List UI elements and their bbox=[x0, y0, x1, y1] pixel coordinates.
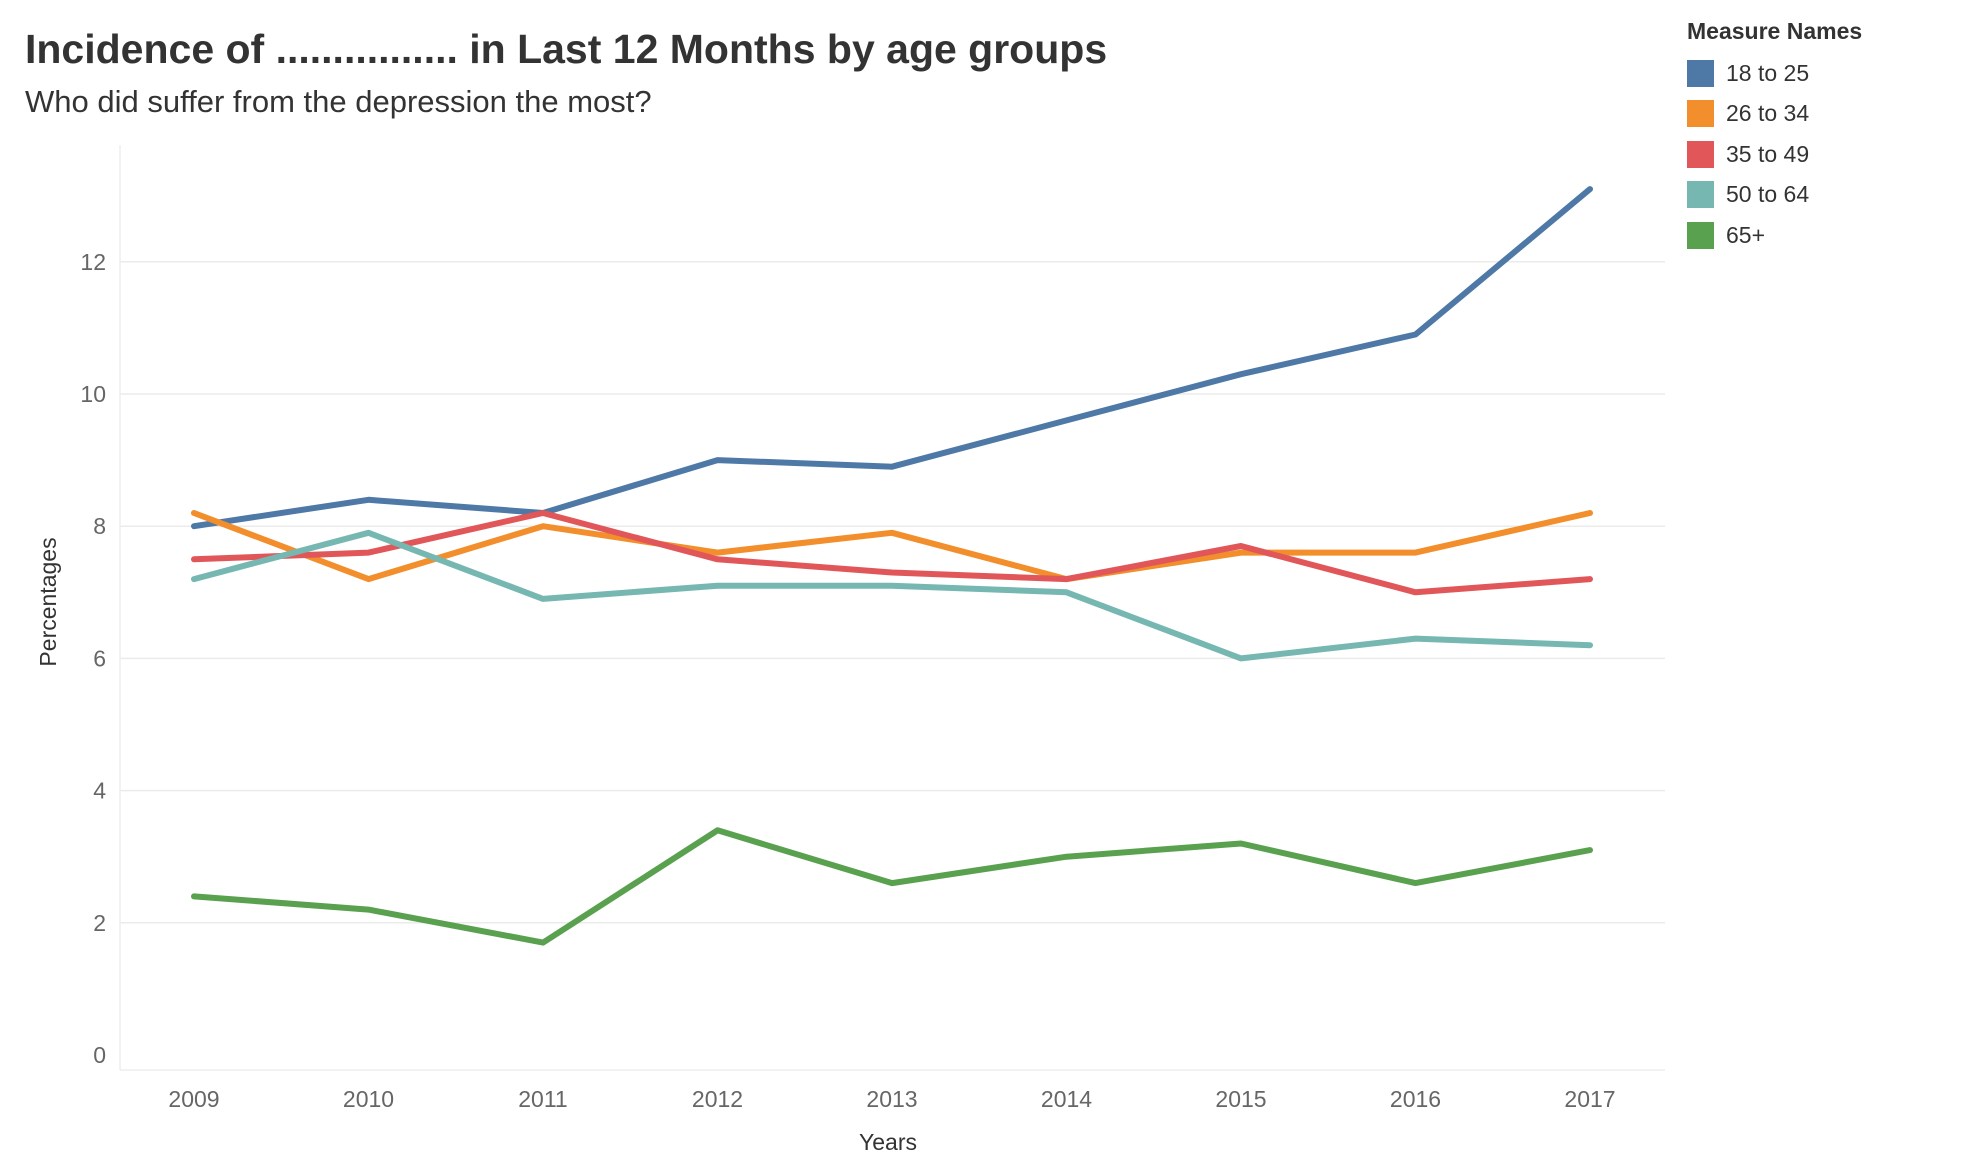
legend-swatch bbox=[1687, 59, 1714, 87]
y-tick-label: 12 bbox=[80, 249, 106, 275]
y-tick-label: 0 bbox=[93, 1042, 106, 1068]
y-tick-label: 8 bbox=[93, 513, 106, 539]
axes bbox=[119, 145, 1665, 1071]
x-tick-label: 2016 bbox=[1390, 1086, 1441, 1112]
x-tick-label: 2017 bbox=[1564, 1086, 1615, 1112]
y-axis-label: Percentages bbox=[35, 537, 61, 666]
legend-item[interactable]: 65+ bbox=[1687, 215, 1862, 256]
legend: Measure Names 18 to 25 26 to 34 35 to 49… bbox=[1687, 18, 1862, 256]
tick-labels: 0 2 4 6 8 10 12 2009 2010 2011 2012 2013 2014 2015 201… bbox=[80, 249, 1615, 1112]
series-line bbox=[191, 510, 1593, 596]
series-line bbox=[191, 529, 1593, 662]
legend-item[interactable]: 35 to 49 bbox=[1687, 134, 1862, 175]
y-tick-label: 4 bbox=[93, 778, 106, 804]
y-tick-label: 10 bbox=[80, 381, 106, 407]
legend-title: Measure Names bbox=[1687, 18, 1863, 44]
legend-swatch bbox=[1687, 221, 1714, 249]
legend-item[interactable]: 50 to 64 bbox=[1687, 175, 1862, 216]
legend-swatch bbox=[1687, 181, 1714, 209]
series-line bbox=[191, 827, 1593, 946]
x-axis-label: Years bbox=[859, 1129, 917, 1155]
legend-label: 35 to 49 bbox=[1726, 140, 1810, 167]
gridlines bbox=[120, 261, 1665, 924]
x-tick-label: 2014 bbox=[1041, 1086, 1092, 1112]
x-tick-label: 2015 bbox=[1215, 1086, 1266, 1112]
chart-title: Incidence of ................ in Last 12… bbox=[25, 26, 1108, 72]
x-tick-label: 2009 bbox=[168, 1086, 219, 1112]
legend-label: 50 to 64 bbox=[1726, 181, 1810, 208]
legend-label: 65+ bbox=[1726, 221, 1766, 248]
legend-item[interactable]: 26 to 34 bbox=[1687, 94, 1862, 135]
series-line bbox=[191, 186, 1593, 530]
x-tick-label: 2011 bbox=[518, 1086, 567, 1112]
legend-label: 26 to 34 bbox=[1726, 100, 1810, 127]
legend-swatch bbox=[1687, 100, 1714, 128]
x-tick-label: 2010 bbox=[343, 1086, 394, 1112]
legend-label: 18 to 25 bbox=[1726, 59, 1810, 86]
legend-item[interactable]: 18 to 25 bbox=[1687, 53, 1862, 94]
chart-subtitle: Who did suffer from the depression the m… bbox=[25, 84, 652, 119]
legend-swatch bbox=[1687, 140, 1714, 168]
y-tick-label: 2 bbox=[93, 910, 106, 936]
y-tick-label: 6 bbox=[93, 645, 106, 671]
series-lines bbox=[191, 186, 1593, 946]
series-line bbox=[191, 510, 1593, 583]
x-tick-label: 2013 bbox=[866, 1086, 917, 1112]
x-tick-label: 2012 bbox=[692, 1086, 743, 1112]
